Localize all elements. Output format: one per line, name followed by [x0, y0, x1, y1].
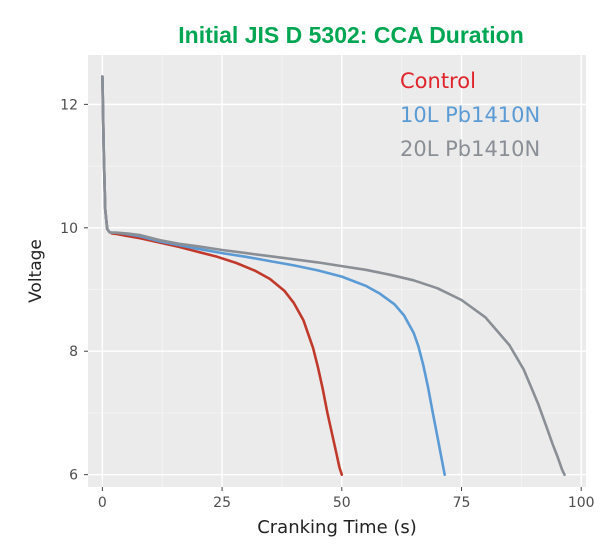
plot-panel: [88, 55, 586, 487]
legend-label-1: 10L Pb1410N: [400, 103, 540, 127]
y-tick-label: 6: [69, 468, 78, 484]
y-axis-label: Voltage: [26, 239, 46, 303]
series-lines: [101, 75, 566, 476]
x-axis-label: Cranking Time (s): [257, 517, 417, 538]
series-line-2: [101, 75, 566, 476]
x-tick-label: 50: [333, 495, 351, 511]
legend-label-2: 20L Pb1410N: [400, 137, 540, 161]
x-axis: 0 25 50 75 100: [98, 487, 595, 511]
x-tick-label: 0: [98, 495, 107, 511]
x-tick-label: 25: [213, 495, 231, 511]
y-tick-label: 12: [60, 97, 78, 113]
x-tick-label: 100: [568, 495, 595, 511]
y-axis: 6 8 10 12: [60, 97, 88, 484]
legend: Control 10L Pb1410N 20L Pb1410N: [400, 69, 540, 161]
y-tick-label: 8: [69, 344, 78, 360]
grid-minor: [88, 55, 586, 487]
y-tick-label: 10: [60, 221, 78, 237]
x-tick-label: 75: [453, 495, 471, 511]
legend-label-0: Control: [400, 69, 476, 93]
chart-title: Initial JIS D 5302: CCA Duration: [178, 22, 524, 48]
